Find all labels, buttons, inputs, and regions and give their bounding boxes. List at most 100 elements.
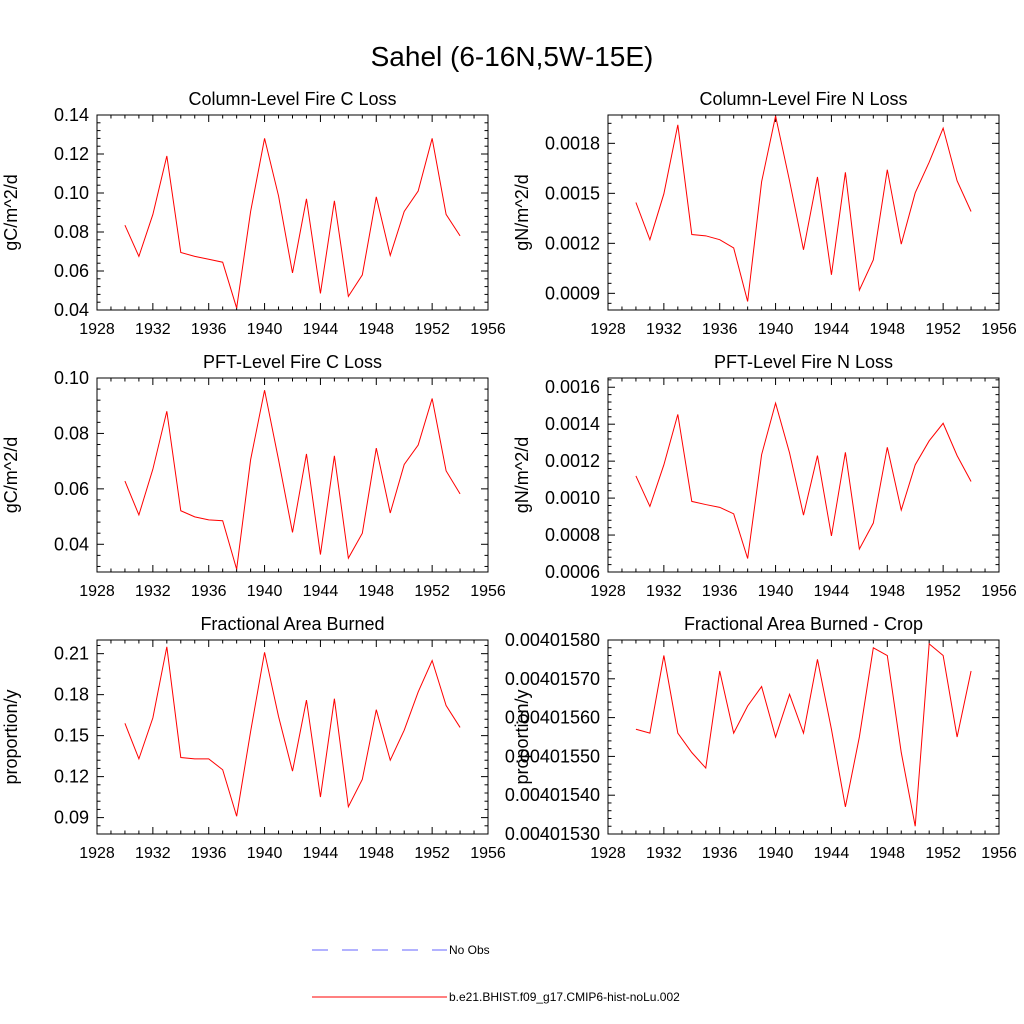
- x-tick-label: 1932: [135, 583, 171, 600]
- x-tick-label: 1944: [814, 845, 850, 862]
- x-tick-label: 1948: [869, 321, 905, 338]
- y-tick-label: 0.06: [54, 261, 89, 281]
- chart-panel-1: Column-Level Fire C Loss gC/m^2/d 1928 1932…: [1, 89, 506, 338]
- plot-frame: [607, 377, 1000, 573]
- y-axis-label: gN/m^2/d: [512, 174, 532, 250]
- x-tick-label: 1956: [981, 321, 1017, 338]
- panel-title: PFT-Level Fire N Loss: [714, 352, 893, 372]
- x-tick-label: 1944: [303, 845, 339, 862]
- y-tick-label: 0.08: [54, 423, 89, 443]
- chart-panel-2: Column-Level Fire N Loss gN/m^2/d 1928 1932…: [512, 89, 1017, 338]
- y-tick-label: 0.00401530: [505, 824, 600, 844]
- x-tick-label: 1956: [470, 321, 506, 338]
- y-axis-label: proportion/y: [1, 689, 21, 784]
- x-tick-label: 1928: [79, 583, 115, 600]
- y-tick-label: 0.04: [54, 300, 89, 320]
- legend-label: b.e21.BHIST.f09_g17.CMIP6-hist-noLu.002: [449, 990, 680, 1004]
- panel-title: Column-Level Fire N Loss: [699, 89, 907, 109]
- x-tick-label: 1952: [925, 321, 961, 338]
- x-tick-label: 1948: [869, 845, 905, 862]
- series-line: [124, 138, 461, 309]
- x-tick-label: 1948: [869, 583, 905, 600]
- x-tick-label: 1928: [590, 583, 626, 600]
- y-tick-label: 0.14: [54, 105, 89, 125]
- x-tick-label: 1928: [590, 845, 626, 862]
- x-tick-label: 1944: [303, 321, 339, 338]
- x-tick-label: 1932: [135, 321, 171, 338]
- plot-frame: [96, 114, 489, 311]
- y-axis-label: gC/m^2/d: [1, 437, 21, 513]
- series-line: [124, 646, 461, 817]
- x-tick-label: 1936: [702, 321, 738, 338]
- panel-title: Fractional Area Burned - Crop: [684, 614, 923, 634]
- x-tick-label: 1952: [925, 583, 961, 600]
- y-axis-label: gC/m^2/d: [1, 174, 21, 250]
- y-tick-label: 0.00401540: [505, 785, 600, 805]
- y-tick-label: 0.0016: [545, 377, 600, 397]
- y-tick-label: 0.18: [54, 685, 89, 705]
- chart-panel-4: PFT-Level Fire N Loss gN/m^2/d 1928 1932 193…: [512, 352, 1017, 600]
- plot-frame: [96, 639, 489, 835]
- x-tick-label: 1936: [702, 845, 738, 862]
- x-tick-label: 1956: [981, 583, 1017, 600]
- panel-title: Column-Level Fire C Loss: [188, 89, 396, 109]
- y-tick-label: 0.12: [54, 767, 89, 787]
- y-tick-label: 0.15: [54, 726, 89, 746]
- x-tick-label: 1928: [79, 845, 115, 862]
- y-tick-label: 0.09: [54, 808, 89, 828]
- chart-panel-3: PFT-Level Fire C Loss gC/m^2/d 1928 1932 193…: [1, 352, 506, 600]
- x-tick-label: 1932: [646, 321, 682, 338]
- legend-entry: b.e21.BHIST.f09_g17.CMIP6-hist-noLu.002: [312, 990, 680, 1004]
- y-tick-label: 0.21: [54, 644, 89, 664]
- x-tick-label: 1932: [646, 583, 682, 600]
- x-tick-label: 1948: [358, 321, 394, 338]
- x-tick-label: 1948: [358, 845, 394, 862]
- x-tick-label: 1936: [191, 845, 227, 862]
- legend: No Obs b.e21.BHIST.f09_g17.CMIP6-hist-noL…: [312, 943, 680, 1004]
- legend-label: No Obs: [449, 943, 490, 957]
- x-tick-label: 1932: [135, 845, 171, 862]
- y-tick-label: 0.0008: [545, 525, 600, 545]
- x-tick-label: 1952: [414, 583, 450, 600]
- y-tick-label: 0.0006: [545, 562, 600, 582]
- x-tick-label: 1952: [414, 845, 450, 862]
- series-line: [635, 401, 972, 559]
- y-tick-label: 0.0018: [545, 133, 600, 153]
- x-tick-label: 1940: [247, 845, 283, 862]
- panel-title: Fractional Area Burned: [200, 614, 384, 634]
- legend-entry: No Obs: [312, 943, 490, 957]
- figure-title: Sahel (6-16N,5W-15E): [371, 41, 654, 72]
- x-tick-label: 1940: [758, 845, 794, 862]
- x-tick-label: 1944: [814, 583, 850, 600]
- y-tick-label: 0.00401550: [505, 746, 600, 766]
- x-tick-label: 1936: [702, 583, 738, 600]
- series-line: [124, 390, 461, 570]
- x-tick-label: 1940: [758, 321, 794, 338]
- y-tick-label: 0.0009: [545, 283, 600, 303]
- x-tick-label: 1928: [79, 321, 115, 338]
- y-tick-label: 0.0010: [545, 488, 600, 508]
- x-tick-label: 1936: [191, 321, 227, 338]
- y-axis-label: gN/m^2/d: [512, 437, 532, 513]
- x-tick-label: 1940: [758, 583, 794, 600]
- x-tick-label: 1956: [981, 845, 1017, 862]
- x-tick-label: 1932: [646, 845, 682, 862]
- x-tick-label: 1944: [303, 583, 339, 600]
- y-tick-label: 0.06: [54, 479, 89, 499]
- x-tick-label: 1944: [814, 321, 850, 338]
- x-tick-label: 1956: [470, 583, 506, 600]
- y-tick-label: 0.00401570: [505, 669, 600, 689]
- y-tick-label: 0.00401560: [505, 708, 600, 728]
- chart-panel-5: Fractional Area Burned proportion/y 1928 19…: [1, 614, 506, 862]
- plot-frame: [607, 114, 1000, 311]
- series-line: [635, 642, 972, 827]
- y-axis-label: proportion/y: [512, 689, 532, 784]
- chart-panels: Column-Level Fire C Loss gC/m^2/d 1928 1932…: [1, 89, 1017, 862]
- y-tick-label: 0.10: [54, 183, 89, 203]
- panel-title: PFT-Level Fire C Loss: [203, 352, 382, 372]
- y-tick-label: 0.0012: [545, 233, 600, 253]
- x-tick-label: 1956: [470, 845, 506, 862]
- y-tick-label: 0.0015: [545, 183, 600, 203]
- y-tick-label: 0.10: [54, 368, 89, 388]
